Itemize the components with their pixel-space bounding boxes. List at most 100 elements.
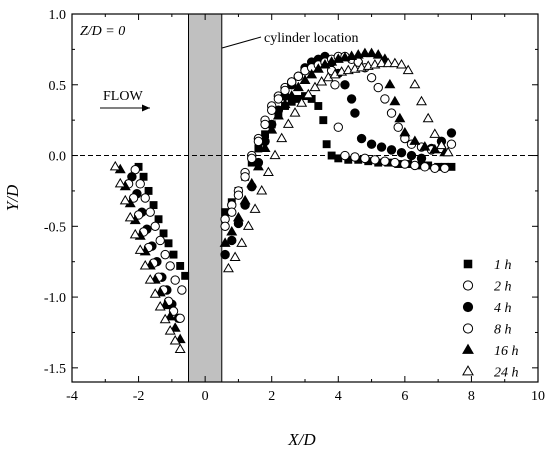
data-point xyxy=(333,122,343,132)
data-point xyxy=(429,128,441,138)
data-point xyxy=(402,64,414,75)
legend-label: 4 h xyxy=(494,301,512,316)
data-point xyxy=(144,186,153,195)
data-point xyxy=(159,229,168,238)
data-point xyxy=(159,313,171,324)
data-point xyxy=(134,244,146,254)
data-point xyxy=(242,220,254,230)
data-point xyxy=(384,78,396,89)
x-tick-label: 2 xyxy=(268,389,275,404)
cylinder-band-layer xyxy=(188,13,223,383)
data-point xyxy=(149,201,158,210)
x-tick-label: -2 xyxy=(133,389,145,404)
data-point xyxy=(164,325,176,335)
data-point xyxy=(239,194,251,205)
data-point xyxy=(409,78,421,89)
data-point xyxy=(302,88,314,99)
legend-label: 24 h xyxy=(494,366,519,381)
data-point xyxy=(396,148,407,158)
x-tick-label: 8 xyxy=(468,389,475,404)
data-point xyxy=(266,124,278,134)
data-point xyxy=(400,159,410,169)
data-point xyxy=(279,98,291,109)
data-point xyxy=(220,249,230,260)
y-tick-label: -0.5 xyxy=(44,220,66,235)
data-point xyxy=(119,194,131,205)
data-point xyxy=(219,237,231,247)
data-point xyxy=(327,151,336,160)
data-point xyxy=(249,203,261,213)
x-tick-label: 4 xyxy=(335,389,342,404)
data-point xyxy=(416,95,427,106)
data-point xyxy=(399,126,411,137)
data-point xyxy=(175,313,185,324)
data-point xyxy=(442,146,454,157)
cylinder-band xyxy=(188,13,223,383)
data-point xyxy=(386,145,397,155)
flow-label: FLOW xyxy=(103,89,143,104)
x-tick-label: 10 xyxy=(531,389,545,404)
legend-label: 1 h xyxy=(494,258,512,273)
data-point xyxy=(154,215,163,224)
x-tick-label: -4 xyxy=(66,389,78,404)
data-point xyxy=(260,119,270,130)
data-point xyxy=(233,190,244,200)
data-point xyxy=(140,193,150,203)
data-point xyxy=(129,228,141,239)
data-point xyxy=(386,108,397,118)
data-point xyxy=(296,97,308,107)
data-point xyxy=(252,160,264,171)
data-point xyxy=(259,142,271,152)
data-point xyxy=(145,207,155,217)
data-point xyxy=(262,166,274,177)
data-point xyxy=(169,322,181,332)
legend-marker xyxy=(462,365,474,376)
data-point xyxy=(373,82,383,93)
data-point xyxy=(299,74,311,85)
legend-marker xyxy=(462,280,474,291)
data-point xyxy=(232,211,244,222)
data-point xyxy=(276,132,288,143)
data-point xyxy=(164,310,176,321)
data-point xyxy=(154,301,166,311)
data-point xyxy=(366,47,378,58)
data-point xyxy=(240,172,250,182)
data-point xyxy=(446,128,457,138)
data-point xyxy=(370,155,380,165)
cylinder-location-leader xyxy=(221,36,262,49)
data-point xyxy=(346,94,357,104)
legend-marker xyxy=(462,301,474,313)
data-point xyxy=(227,207,237,217)
data-point xyxy=(139,172,148,181)
data-point xyxy=(376,142,387,152)
data-point xyxy=(155,235,165,246)
data-point xyxy=(366,72,377,83)
data-point xyxy=(340,80,350,90)
legend-label: 8 h xyxy=(494,323,512,338)
data-point xyxy=(306,68,318,79)
data-point xyxy=(409,135,421,145)
data-point xyxy=(114,177,126,188)
data-point xyxy=(246,177,258,188)
data-point xyxy=(169,335,181,345)
data-point xyxy=(435,139,447,150)
data-point xyxy=(109,160,121,171)
data-point xyxy=(176,261,185,270)
data-point xyxy=(406,150,417,161)
data-point xyxy=(446,139,457,149)
data-point xyxy=(293,71,304,81)
cylinder-location-label: cylinder location xyxy=(264,31,358,46)
flow-arrow-head xyxy=(142,104,150,112)
y-tick-label: 1.0 xyxy=(49,8,67,23)
data-point xyxy=(393,122,403,132)
data-point xyxy=(149,288,161,298)
data-point xyxy=(394,112,406,123)
data-point xyxy=(359,47,371,58)
data-point xyxy=(410,160,420,171)
data-point xyxy=(247,153,257,164)
data-point xyxy=(222,262,234,273)
data-point xyxy=(382,57,394,68)
legend-marker xyxy=(462,343,474,354)
data-point xyxy=(350,108,360,118)
data-point xyxy=(380,94,390,104)
